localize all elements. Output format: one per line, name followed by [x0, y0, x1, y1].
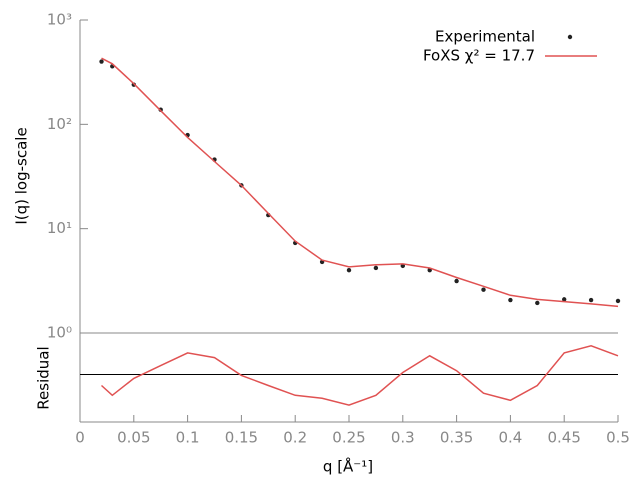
data-point	[99, 59, 104, 64]
x-tick-label: 0.1	[176, 429, 200, 447]
x-tick-label: 0.5	[606, 429, 630, 447]
x-tick-label: 0.35	[440, 429, 473, 447]
data-point	[562, 297, 567, 302]
y-tick-label: 10⁰	[47, 324, 72, 342]
data-point	[454, 278, 459, 284]
series-line	[100, 345, 619, 406]
x-tick-label: 0.4	[498, 429, 522, 447]
y-tick-label: 10¹	[47, 219, 72, 237]
x-tick-label: 0	[75, 429, 85, 447]
legend-marker	[567, 34, 573, 40]
legend-label: Experimental	[435, 28, 535, 46]
legend-label: FoXS χ² = 17.7	[423, 47, 535, 65]
x-axis-label: q [Å⁻¹]	[323, 457, 373, 476]
data-point	[481, 287, 486, 292]
x-tick-label: 0.15	[225, 429, 258, 447]
series-line	[101, 57, 619, 308]
y-tick-label: 10²	[47, 115, 72, 133]
data-point	[535, 300, 540, 306]
x-tick-label: 0.3	[391, 429, 415, 447]
data-point	[346, 267, 352, 273]
data-point	[373, 265, 379, 271]
data-point	[508, 297, 513, 303]
x-tick-label: 0.05	[117, 429, 150, 447]
x-tick-label: 0.2	[283, 429, 307, 447]
residual-axis-label: Residual	[35, 346, 53, 409]
data-point	[588, 297, 594, 303]
y-tick-label: 10³	[47, 11, 72, 29]
y-axis-label: I(q) log-scale	[13, 127, 31, 224]
x-tick-label: 0.45	[547, 429, 580, 447]
x-tick-label: 0.25	[332, 429, 365, 447]
data-point	[615, 298, 621, 304]
